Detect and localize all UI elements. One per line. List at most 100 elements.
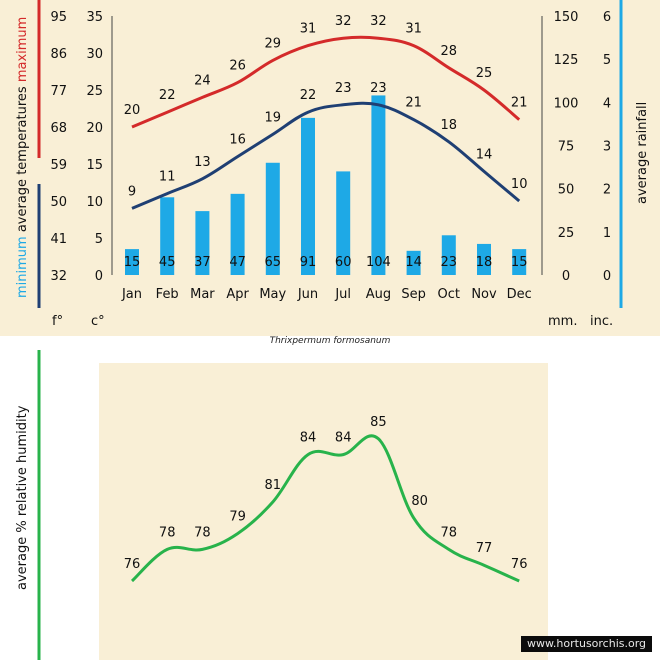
temperature-axis-title-part: average: [15, 179, 30, 236]
mm-tick-label: 0: [562, 269, 570, 284]
rainfall-value-label: 18: [476, 255, 493, 270]
month-label: Oct: [438, 287, 460, 302]
minimum-value-label: 23: [335, 81, 352, 96]
rainfall-bar: [336, 171, 351, 275]
rainfall-axis-title: average rainfall: [635, 102, 650, 204]
minimum-value-label: 10: [511, 177, 528, 192]
month-label: Nov: [471, 287, 497, 302]
celsius-tick-label: 30: [86, 47, 103, 62]
watermark: www.hortusorchis.org: [521, 636, 652, 652]
celsius-tick-label: 15: [86, 158, 103, 173]
species-name: Thrixpermum formosanum: [269, 336, 391, 346]
fahrenheit-tick-label: 32: [50, 269, 67, 284]
inch-tick-label: 3: [603, 140, 611, 155]
maximum-value-label: 31: [300, 22, 317, 37]
humidity-axis-title: average % relative humidity: [15, 405, 30, 590]
humidity-chart-background: [99, 363, 548, 660]
temperature-axis-title-part: temperatures: [15, 86, 30, 179]
minimum-value-label: 18: [441, 118, 458, 133]
rainfall-bar: [406, 250, 421, 275]
temperature-axis-title-part: maximum: [15, 17, 30, 87]
celsius-tick-label: 35: [86, 10, 103, 25]
minimum-value-label: 16: [229, 133, 246, 148]
temperature-axis-title: minimum average temperatures maximum: [15, 17, 30, 298]
rainfall-value-label: 91: [300, 255, 317, 270]
maximum-value-label: 21: [511, 96, 528, 111]
maximum-value-label: 28: [441, 44, 458, 59]
month-label: Jul: [334, 287, 351, 302]
fahrenheit-tick-label: 59: [50, 158, 67, 173]
maximum-value-label: 20: [124, 103, 141, 118]
rainfall-value-label: 23: [441, 255, 458, 270]
inch-unit-label: inc.: [590, 314, 614, 329]
rainfall-bar: [441, 235, 456, 275]
maximum-value-label: 25: [476, 66, 493, 81]
rainfall-value-label: 37: [194, 255, 211, 270]
month-label: Dec: [507, 287, 532, 302]
celsius-tick-label: 5: [95, 232, 103, 247]
mm-tick-label: 100: [554, 96, 579, 111]
mm-tick-label: 150: [554, 10, 579, 25]
maximum-value-label: 22: [159, 88, 176, 103]
rainfall-value-label: 60: [335, 255, 352, 270]
inch-tick-label: 5: [603, 53, 611, 68]
fahrenheit-tick-label: 95: [50, 10, 67, 25]
rainfall-value-label: 65: [265, 255, 282, 270]
maximum-value-label: 29: [265, 36, 282, 51]
fahrenheit-unit-label: f°: [52, 314, 64, 329]
fahrenheit-tick-label: 68: [50, 121, 67, 136]
maximum-value-label: 32: [370, 14, 387, 29]
inch-tick-label: 2: [603, 183, 611, 198]
minimum-value-label: 13: [194, 155, 211, 170]
rainfall-bar: [512, 249, 527, 275]
fahrenheit-tick-label: 41: [50, 232, 67, 247]
rainfall-value-label: 45: [159, 255, 176, 270]
minimum-value-label: 21: [405, 96, 422, 111]
celsius-tick-label: 0: [95, 269, 103, 284]
rainfall-value-label: 14: [405, 255, 422, 270]
rainfall-value-label: 15: [124, 255, 141, 270]
rainfall-bar: [301, 117, 315, 275]
maximum-value-label: 26: [229, 59, 246, 74]
inch-tick-label: 0: [603, 269, 611, 284]
rainfall-value-label: 15: [511, 255, 528, 270]
fahrenheit-tick-label: 86: [50, 47, 67, 62]
celsius-tick-label: 10: [86, 195, 103, 210]
month-label: Aug: [366, 287, 391, 302]
fahrenheit-tick-label: 77: [50, 84, 67, 99]
temperature-axis-title-part: minimum: [15, 236, 30, 298]
month-label: Sep: [401, 287, 426, 302]
maximum-temperature-line: [131, 35, 521, 129]
maximum-value-label: 32: [335, 14, 352, 29]
mm-tick-label: 125: [554, 53, 579, 68]
month-label: Apr: [226, 287, 249, 302]
month-label: Jan: [121, 287, 142, 302]
rainfall-bar: [371, 95, 386, 275]
inch-tick-label: 4: [603, 96, 611, 111]
minimum-value-label: 14: [476, 147, 493, 162]
rainfall-bar: [125, 249, 139, 275]
maximum-value-label: 24: [194, 73, 211, 88]
mm-unit-label: mm.: [548, 314, 578, 329]
rainfall-bar: [477, 243, 491, 275]
rainfall-value-label: 104: [366, 255, 391, 270]
rainfall-bar: [160, 197, 175, 275]
celsius-tick-label: 25: [86, 84, 103, 99]
celsius-tick-label: 20: [86, 121, 103, 136]
minimum-value-label: 19: [265, 110, 282, 125]
mm-tick-label: 25: [558, 226, 575, 241]
month-label: Mar: [190, 287, 215, 302]
inch-tick-label: 1: [603, 226, 611, 241]
fahrenheit-tick-label: 50: [50, 195, 67, 210]
rainfall-bar: [265, 162, 280, 275]
minimum-value-label: 23: [370, 81, 387, 96]
month-label: Feb: [156, 287, 179, 302]
minimum-value-label: 22: [300, 88, 317, 103]
month-label: May: [259, 287, 286, 302]
maximum-value-label: 31: [405, 22, 422, 37]
minimum-value-label: 9: [128, 184, 136, 199]
minimum-value-label: 11: [159, 170, 176, 185]
rainfall-bar: [195, 211, 210, 275]
temperature-rainfall-chart: minimum average temperatures maximumaver…: [15, 0, 650, 308]
